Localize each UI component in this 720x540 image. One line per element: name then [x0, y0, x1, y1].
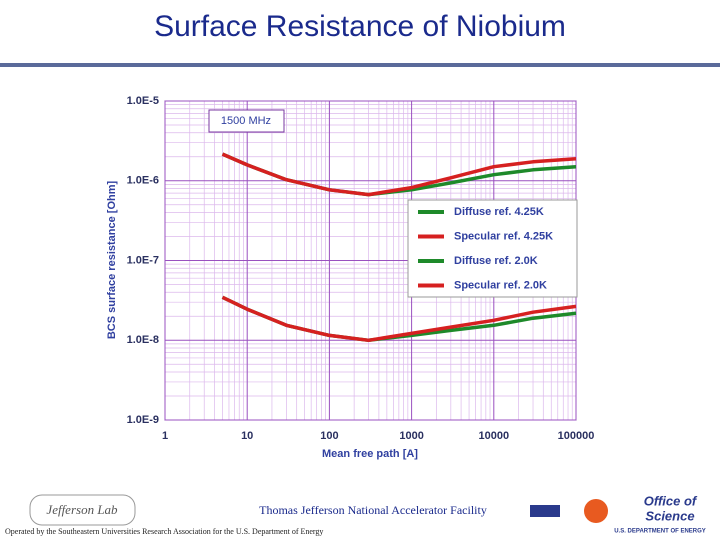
x-tick-label: 100: [320, 430, 338, 442]
y-tick-label: 1.0E-6: [127, 175, 159, 187]
x-tick-label: 10000: [479, 430, 510, 442]
series-line: [221, 295, 577, 343]
x-tick-label: 1000: [399, 430, 423, 442]
legend-label: Diffuse ref. 2.0K: [454, 255, 538, 267]
left-logo-frame: [29, 494, 136, 526]
y-tick-label: 1.0E-7: [127, 254, 159, 266]
x-tick-label: 1: [162, 430, 168, 442]
title-rule: [0, 63, 720, 67]
science-logo-mark: [584, 499, 608, 523]
annotation: 1500 MHz: [221, 115, 271, 127]
y-axis-label: BCS surface resistance [Ohm]: [106, 181, 118, 340]
x-axis-label: Mean free path [A]: [322, 448, 418, 460]
legend-label: Specular ref. 2.0K: [454, 279, 547, 291]
legend: Diffuse ref. 4.25K Specular ref. 4.25K Dif…: [418, 206, 553, 291]
right-logo-1: Office of: [644, 493, 698, 508]
right-logo-2: Science: [645, 508, 694, 523]
slide-title: Surface Resistance of Niobium: [154, 10, 566, 43]
annotation-box: [208, 109, 285, 133]
x-tick-label: 100000: [558, 430, 595, 442]
legend-label: Specular ref. 4.25K: [454, 230, 553, 242]
right-logo-3: U.S. DEPARTMENT OF ENERGY: [614, 529, 706, 535]
left-logo: Jefferson Lab: [46, 502, 118, 517]
y-tick-label: 1.0E-8: [127, 334, 159, 346]
footer-operator: Operated by the Southeastern Universitie…: [5, 527, 323, 536]
y-tick-label: 1.0E-5: [127, 95, 159, 107]
footer-facility: Thomas Jefferson National Accelerator Fa…: [259, 503, 487, 517]
legend-label: Diffuse ref. 4.25K: [454, 206, 544, 218]
page-box: [530, 505, 560, 517]
x-tick-label: 10: [241, 430, 253, 442]
series-line: [221, 152, 577, 197]
y-tick-label: 1.0E-9: [127, 414, 159, 426]
legend-box: [407, 199, 578, 298]
